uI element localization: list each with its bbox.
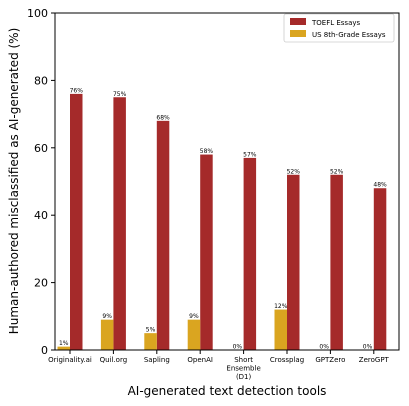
data-label-toefl-3: 58% — [200, 148, 214, 155]
x-tick-label-2: Sapling — [144, 356, 170, 364]
y-axis: 0 20 40 60 80 100 — [27, 7, 55, 357]
bar-toefl-3 — [200, 154, 213, 350]
data-label-us8th-4: 0% — [233, 344, 243, 351]
y-tick-label-3: 60 — [34, 142, 48, 155]
x-axis-label: AI-generated text detection tools — [128, 384, 327, 398]
data-label-us8th-3: 9% — [189, 313, 199, 320]
bar-toefl-4 — [243, 157, 257, 350]
data-label-toefl-1: 75% — [113, 91, 127, 98]
y-tick-label-5: 100 — [27, 7, 48, 20]
x-tick-label-5: Crossplag — [270, 356, 304, 364]
data-label-us8th-0: 1% — [59, 340, 69, 347]
data-label-us8th-6: 0% — [319, 344, 329, 351]
data-label-us8th-1: 9% — [102, 313, 112, 320]
legend-label-us8th: US 8th-Grade Essays — [312, 31, 386, 39]
data-label-us8th-5: 12% — [274, 303, 288, 310]
legend-swatch-us8th — [290, 30, 306, 37]
data-label-us8th-2: 5% — [146, 327, 156, 334]
data-label-toefl-0: 76% — [70, 87, 84, 94]
y-tick-label-4: 80 — [34, 74, 48, 87]
x-tick-label-3: OpenAI — [187, 356, 213, 364]
bar-us8th-3 — [187, 319, 201, 350]
legend-label-toefl: TOEFL Essays — [311, 19, 361, 27]
data-label-toefl-2: 68% — [156, 114, 170, 121]
legend: TOEFL Essays US 8th-Grade Essays — [283, 13, 395, 43]
y-tick-label-1: 20 — [34, 277, 48, 290]
data-label-toefl-5: 52% — [287, 168, 301, 175]
bars-layer — [57, 93, 387, 350]
y-tick-label-0: 0 — [41, 344, 48, 357]
x-tick-label-7: ZeroGPT — [359, 356, 390, 364]
legend-box — [283, 13, 395, 43]
data-label-toefl-6: 52% — [330, 168, 344, 175]
bar-labels-layer: 76% 75% 68% 58% 57% 52% 52% 48% 1% 9% 5% 9% 0% 12% 0% 0… — [59, 87, 387, 350]
plot-frame — [54, 12, 400, 351]
x-tick-label-6: GPTZero — [315, 356, 345, 364]
legend-swatch-toefl — [290, 18, 306, 25]
bar-us8th-1 — [100, 319, 114, 350]
bar-us8th-5 — [274, 309, 287, 350]
x-tick-label-4: Short Ensemble (D1) — [226, 356, 260, 381]
x-tick-label-0: Originality.ai — [48, 356, 92, 364]
bar-us8th-2 — [144, 333, 157, 350]
data-label-us8th-7: 0% — [363, 344, 373, 351]
x-tick-label-1: Quil.org — [100, 356, 128, 364]
bar-toefl-2 — [156, 120, 170, 350]
bar-us8th-0 — [57, 346, 70, 350]
x-axis: Originality.ai Quil.org Sapling OpenAI Short… — [48, 350, 390, 381]
bar-toefl-6 — [330, 174, 343, 350]
bar-toefl-5 — [287, 174, 300, 350]
data-label-toefl-7: 48% — [373, 182, 387, 189]
data-label-toefl-4: 57% — [243, 151, 257, 158]
y-tick-label-2: 40 — [34, 209, 48, 222]
bar-toefl-0 — [70, 93, 83, 350]
bar-toefl-7 — [373, 188, 387, 350]
bar-toefl-1 — [113, 97, 126, 350]
y-axis-label: Human-authored misclassified as AI-gener… — [7, 28, 21, 335]
